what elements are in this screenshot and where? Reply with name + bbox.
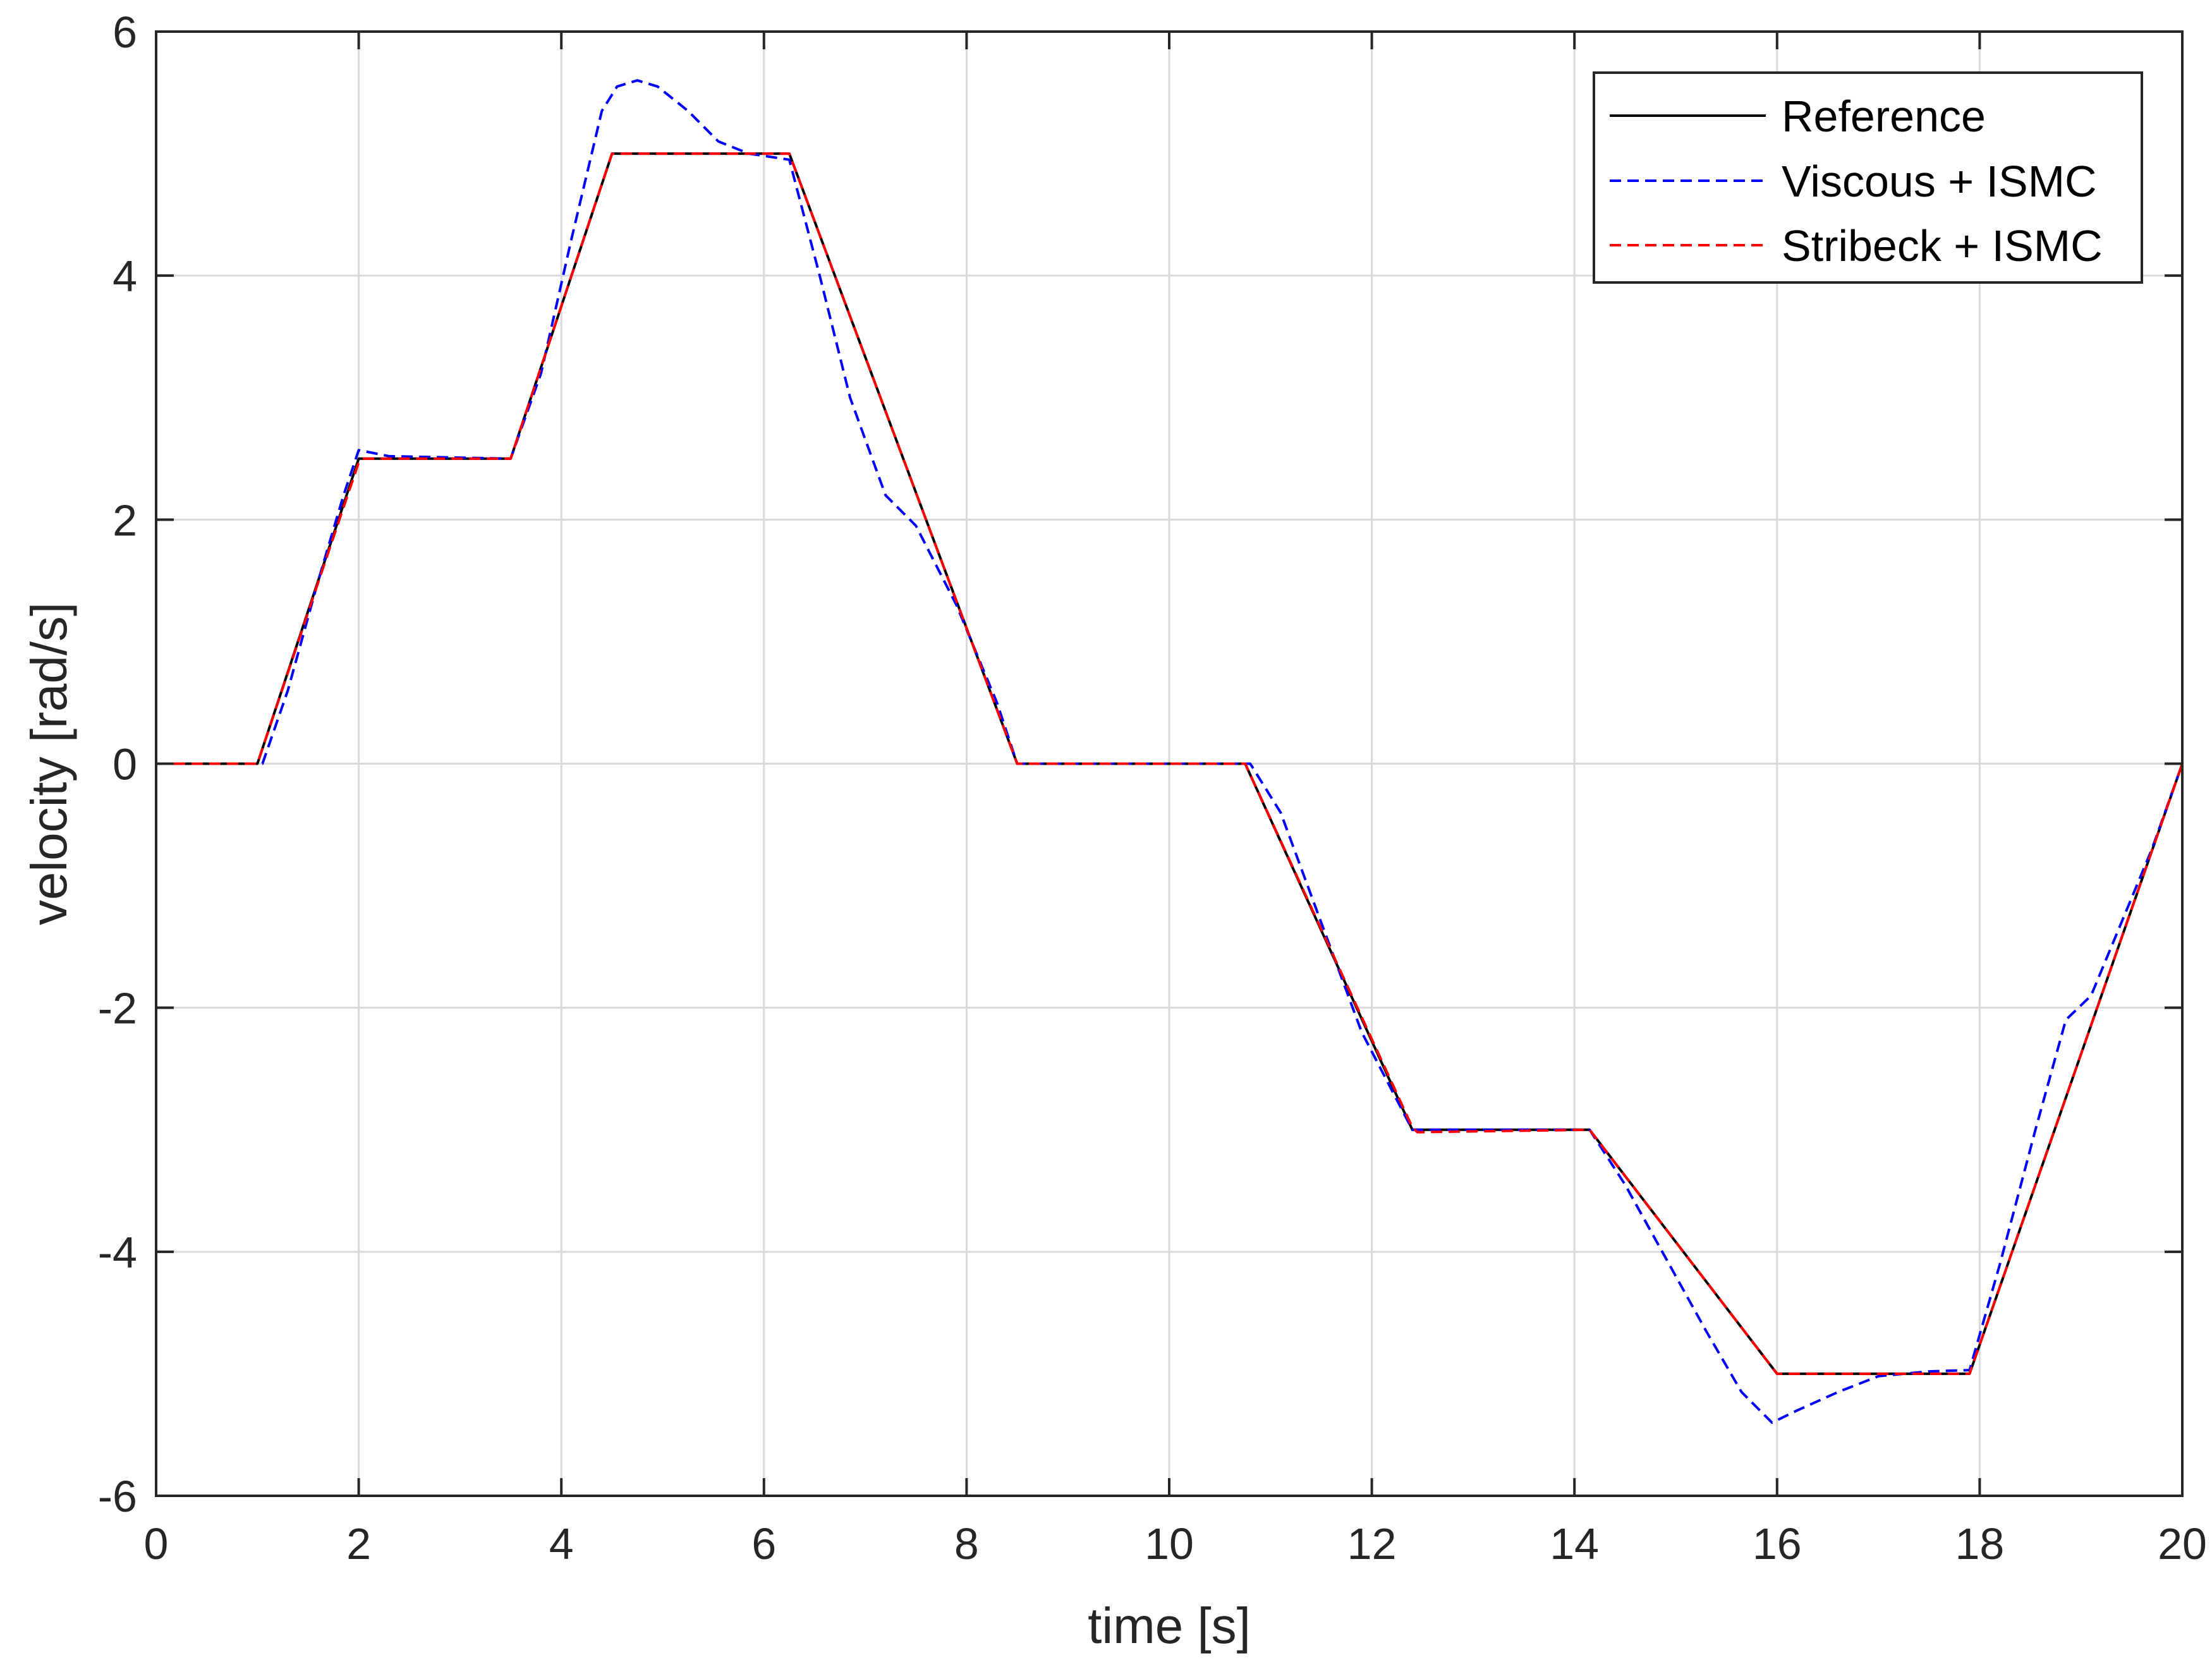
x-tick-label: 16 bbox=[1753, 1519, 1802, 1568]
series-line-stribeck-ismc bbox=[156, 152, 2184, 1375]
x-tick-label: 18 bbox=[1955, 1519, 2004, 1568]
tick-labels: 0 2 4 6 8 10 12 14 16 18 20 -6 -4 -2 0 2 4 6 bbox=[98, 8, 2207, 1568]
x-tick-label: 2 bbox=[346, 1519, 371, 1568]
legend: Reference Viscous + ISMC Stribeck + ISMC bbox=[1593, 71, 2143, 284]
x-tick-label: 14 bbox=[1550, 1519, 1599, 1568]
x-axis-label: time [s] bbox=[1088, 1598, 1251, 1654]
legend-entry-stribeck-ismc: Stribeck + ISMC bbox=[1782, 221, 2103, 270]
ticks bbox=[155, 30, 2184, 1497]
x-tick-label: 8 bbox=[954, 1519, 979, 1568]
y-tick-label: 0 bbox=[112, 740, 137, 789]
x-tick-label: 6 bbox=[751, 1519, 776, 1568]
x-tick-label: 0 bbox=[144, 1519, 169, 1568]
y-axis-label: velocity [rad/s] bbox=[21, 602, 77, 925]
x-tick-label: 10 bbox=[1145, 1519, 1194, 1568]
y-tick-label: 6 bbox=[112, 8, 137, 57]
y-tick-label: -6 bbox=[98, 1472, 137, 1521]
x-tick-label: 12 bbox=[1347, 1519, 1397, 1568]
legend-entry-viscous-ismc: Viscous + ISMC bbox=[1782, 157, 2097, 206]
x-tick-label: 20 bbox=[2158, 1519, 2207, 1568]
y-tick-label: -2 bbox=[98, 984, 137, 1033]
legend-entry-reference: Reference bbox=[1782, 92, 1986, 141]
y-tick-label: -4 bbox=[98, 1228, 137, 1277]
y-tick-label: 4 bbox=[112, 252, 137, 301]
x-tick-label: 4 bbox=[549, 1519, 574, 1568]
legend-box bbox=[1593, 71, 2143, 284]
series-layer bbox=[156, 79, 2184, 1424]
y-tick-label: 2 bbox=[112, 495, 137, 545]
